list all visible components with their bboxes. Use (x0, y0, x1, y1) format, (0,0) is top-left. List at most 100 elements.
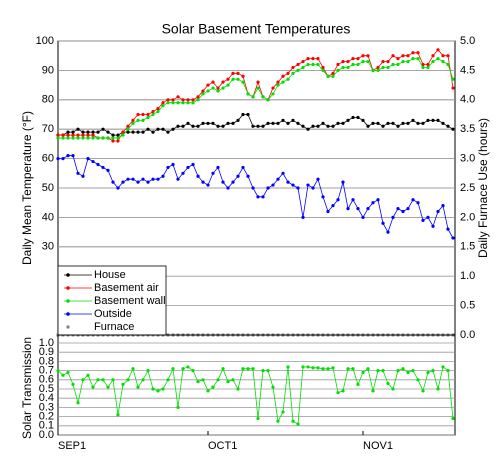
marker (351, 115, 355, 120)
marker (121, 382, 125, 386)
marker (236, 118, 240, 122)
y-tick-label: 0.3 (39, 401, 54, 413)
marker (176, 124, 180, 128)
marker (151, 109, 155, 114)
marker (416, 57, 420, 61)
marker (311, 366, 315, 370)
marker (451, 77, 455, 81)
marker (166, 165, 170, 170)
marker (96, 162, 100, 167)
legend-box (57, 265, 167, 336)
marker (111, 139, 115, 143)
marker (451, 416, 455, 421)
marker (176, 101, 180, 105)
marker (431, 59, 435, 64)
marker (401, 121, 405, 125)
marker (151, 177, 155, 181)
marker (171, 367, 175, 371)
marker (221, 180, 225, 184)
marker (301, 65, 305, 70)
marker (96, 136, 100, 140)
marker (81, 130, 85, 134)
marker (171, 101, 175, 105)
marker (246, 174, 250, 178)
marker (346, 118, 350, 122)
marker (156, 389, 160, 393)
marker (356, 62, 360, 67)
marker (331, 366, 335, 370)
marker (246, 92, 250, 96)
marker (266, 186, 270, 190)
marker (451, 86, 455, 90)
marker (296, 62, 300, 67)
marker (291, 183, 295, 187)
marker (226, 186, 230, 190)
marker (101, 127, 105, 131)
marker (146, 369, 150, 373)
marker (206, 121, 210, 125)
marker (101, 165, 105, 170)
marker (131, 118, 135, 122)
marker (341, 59, 345, 64)
marker (216, 165, 220, 170)
marker (386, 230, 390, 234)
marker (381, 369, 385, 373)
marker (81, 174, 85, 178)
marker (141, 378, 145, 382)
marker (201, 180, 205, 184)
y-tick-label: 1.0 (39, 337, 54, 349)
marker (231, 71, 235, 75)
marker (171, 162, 175, 167)
marker (386, 65, 390, 70)
marker (131, 130, 135, 134)
marker (391, 215, 395, 219)
y-tick-label: 60 (42, 153, 54, 165)
y-tick-label: 0.1 (39, 420, 54, 432)
marker (416, 378, 420, 382)
marker (186, 121, 190, 125)
marker (201, 121, 205, 125)
marker (106, 168, 110, 172)
marker (396, 206, 400, 211)
y-tick-label: 30 (42, 241, 54, 253)
marker (351, 198, 355, 202)
marker (61, 136, 65, 140)
marker (346, 65, 350, 70)
marker (426, 370, 430, 375)
marker (316, 124, 320, 128)
marker (371, 201, 375, 205)
marker (351, 62, 355, 67)
marker (421, 121, 425, 125)
marker (241, 112, 245, 117)
marker (116, 139, 120, 143)
marker (311, 57, 315, 61)
marker (326, 367, 330, 371)
marker (86, 136, 90, 140)
marker (371, 121, 375, 125)
y-tick-label: 40 (42, 211, 54, 223)
marker (56, 157, 60, 161)
marker (446, 54, 450, 58)
marker (156, 127, 160, 131)
marker (221, 86, 225, 90)
marker (231, 77, 235, 81)
marker (196, 380, 200, 384)
marker (136, 385, 140, 389)
marker (236, 77, 240, 81)
y2-axis-label: Daily Furnace Use (hours) (476, 118, 490, 258)
y-tick-label: 0.5 (39, 383, 54, 395)
marker (166, 130, 170, 134)
marker (286, 121, 290, 125)
marker (361, 215, 365, 219)
y2-tick-label: 0.5 (460, 300, 475, 312)
marker (196, 98, 200, 102)
marker (56, 136, 60, 140)
legend-marker (66, 312, 70, 316)
marker (396, 369, 400, 373)
marker (411, 57, 415, 61)
marker (56, 133, 60, 137)
marker (161, 101, 165, 105)
marker (156, 107, 160, 111)
marker (301, 124, 305, 128)
marker (341, 180, 345, 184)
